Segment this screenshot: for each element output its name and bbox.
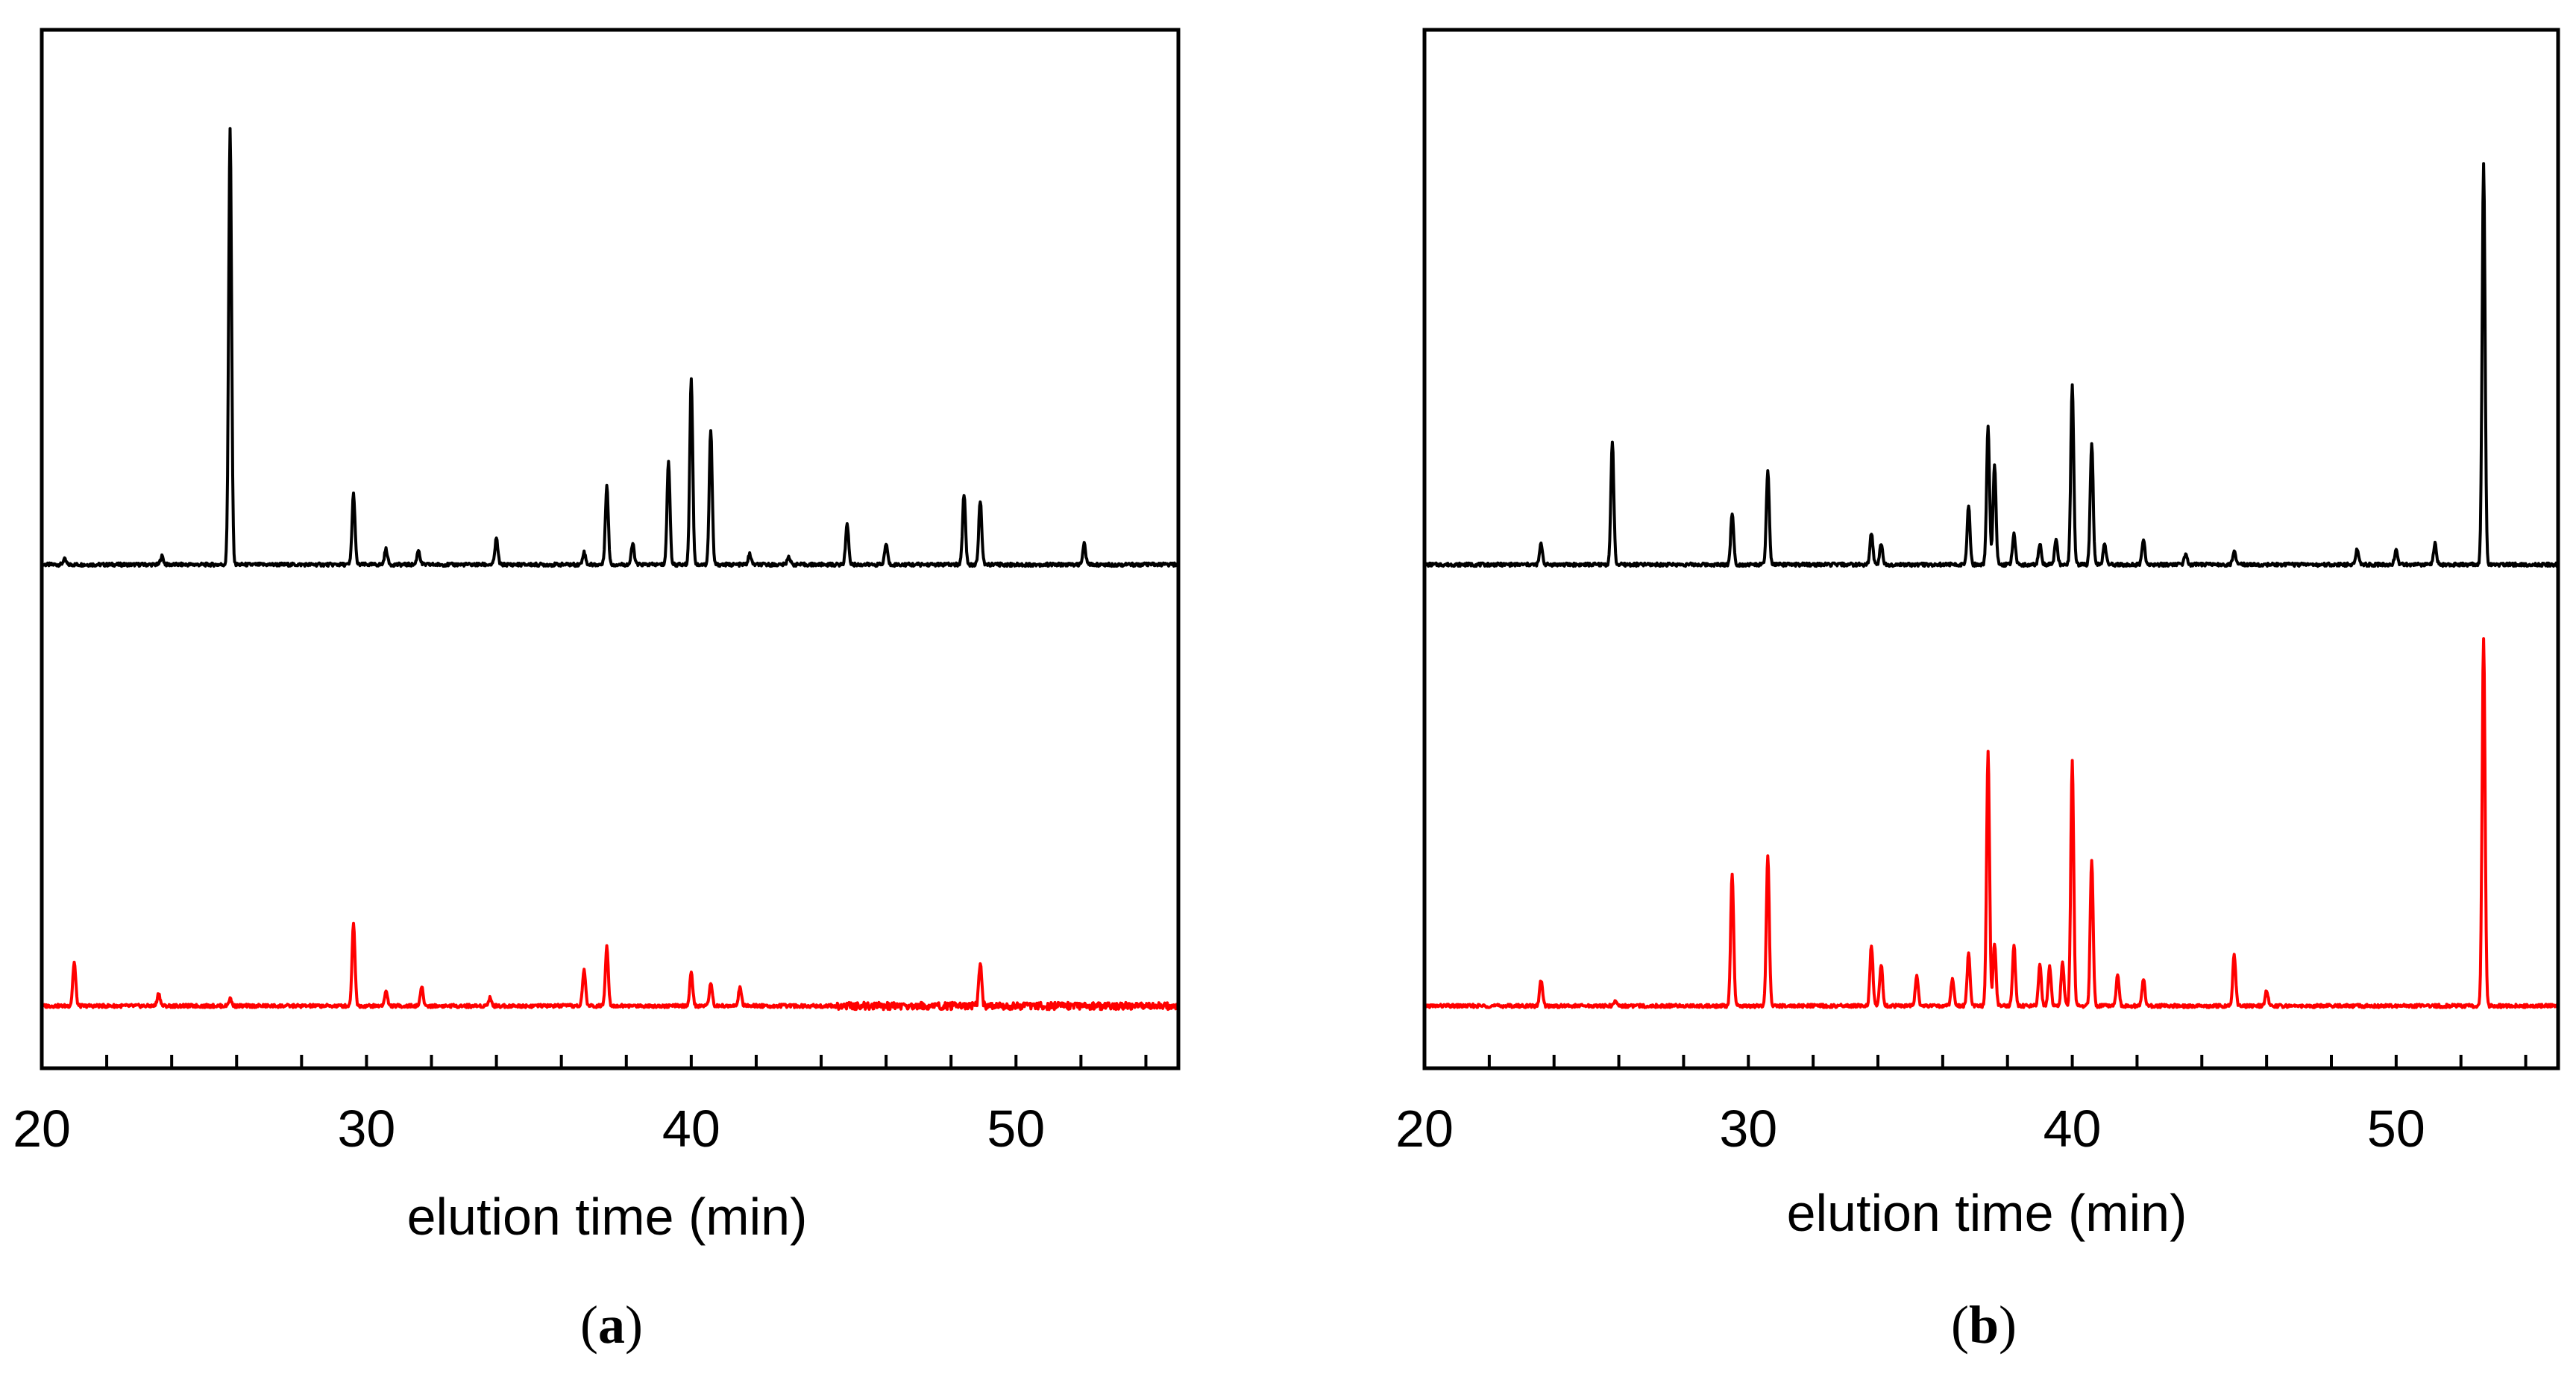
panel-b-x-axis-label: elution time (min)	[1787, 1184, 2187, 1242]
panel-b-series-upper-line	[1423, 162, 2560, 568]
panel-b-x-tick-label: 30	[1719, 1100, 1777, 1158]
panel-b: 20 30 40 50 elution time (min) (b)	[1395, 28, 2560, 1355]
panel-b-series-lower-line	[1423, 637, 2560, 1009]
panel-a-series-lower-line	[40, 921, 1180, 1012]
panel-a-series-upper-line	[40, 127, 1180, 568]
panel-b-x-tick-label: 50	[2367, 1100, 2425, 1158]
panel-a-x-axis-label: elution time (min)	[407, 1188, 808, 1246]
panel-b-x-tick-label: 20	[1395, 1100, 1454, 1158]
panel-a-caption: (a)	[580, 1295, 643, 1355]
panel-a: 20 30 40 50 elution time (min) (a)	[13, 28, 1181, 1355]
panel-b-x-tick-label: 40	[2043, 1100, 2102, 1158]
panel-a-x-tick-label: 30	[337, 1100, 395, 1158]
panel-b-plot-frame	[1422, 28, 2560, 1070]
panel-b-caption: (b)	[1951, 1295, 2017, 1355]
panel-a-x-tick-label: 20	[13, 1100, 71, 1158]
panel-a-x-tick-label: 50	[987, 1100, 1045, 1158]
panel-b-plot-area: 20 30 40 50	[1395, 28, 2560, 1158]
panel-a-plot-area: 20 30 40 50	[13, 28, 1181, 1158]
panel-a-x-tick-label: 40	[662, 1100, 720, 1158]
panel-a-plot-frame	[40, 28, 1181, 1070]
